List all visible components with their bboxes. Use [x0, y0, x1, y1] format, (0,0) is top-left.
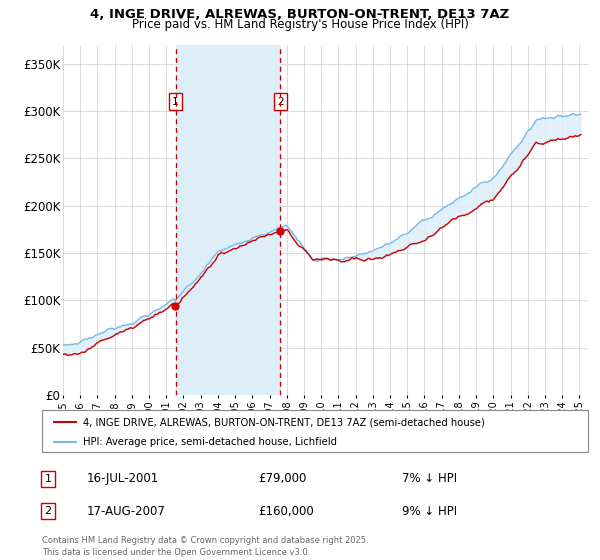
Text: Contains HM Land Registry data © Crown copyright and database right 2025.
This d: Contains HM Land Registry data © Crown c… — [42, 536, 368, 557]
Text: 17-AUG-2007: 17-AUG-2007 — [87, 505, 166, 518]
Text: 16-JUL-2001: 16-JUL-2001 — [87, 472, 159, 486]
Text: 2: 2 — [277, 96, 284, 106]
Text: 1: 1 — [172, 96, 179, 106]
Text: 7% ↓ HPI: 7% ↓ HPI — [402, 472, 457, 486]
Text: 4, INGE DRIVE, ALREWAS, BURTON-ON-TRENT, DE13 7AZ: 4, INGE DRIVE, ALREWAS, BURTON-ON-TRENT,… — [91, 8, 509, 21]
Text: 1: 1 — [44, 474, 52, 484]
Text: 9% ↓ HPI: 9% ↓ HPI — [402, 505, 457, 518]
Text: £160,000: £160,000 — [258, 505, 314, 518]
Text: £79,000: £79,000 — [258, 472, 307, 486]
Text: 4, INGE DRIVE, ALREWAS, BURTON-ON-TRENT, DE13 7AZ (semi-detached house): 4, INGE DRIVE, ALREWAS, BURTON-ON-TRENT,… — [83, 417, 485, 427]
Text: 2: 2 — [44, 506, 52, 516]
Text: Price paid vs. HM Land Registry's House Price Index (HPI): Price paid vs. HM Land Registry's House … — [131, 18, 469, 31]
FancyBboxPatch shape — [42, 410, 588, 452]
Bar — [176, 45, 280, 395]
Text: HPI: Average price, semi-detached house, Lichfield: HPI: Average price, semi-detached house,… — [83, 437, 337, 446]
